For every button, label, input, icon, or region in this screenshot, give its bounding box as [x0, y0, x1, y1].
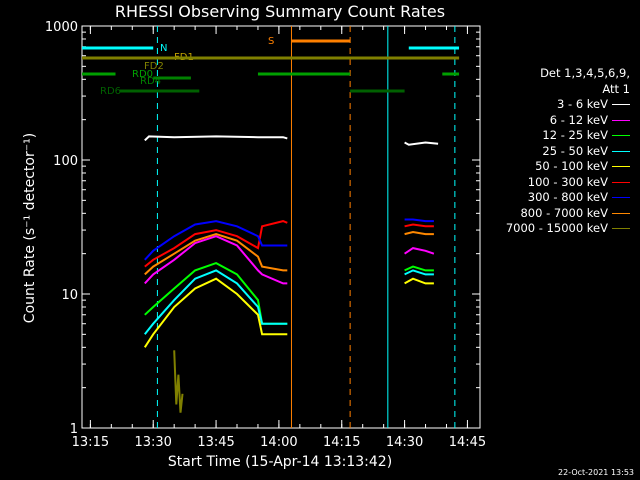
x-tick-label: 14:45: [449, 435, 486, 450]
series-line: [144, 269, 288, 335]
legend-label: 3 - 6 keV: [557, 97, 608, 111]
flag-label-fd2: FD2: [144, 61, 164, 72]
series-line: [404, 277, 434, 285]
legend-swatch: [612, 212, 630, 214]
y-tick-label: 100: [53, 154, 78, 169]
legend-label: 50 - 100 keV: [535, 159, 608, 173]
chart-title: RHESSI Observing Summary Count Rates: [114, 2, 446, 21]
legend-swatch: [612, 135, 630, 137]
legend-item: 7000 - 15000 keV: [478, 221, 630, 237]
series-line: [144, 220, 288, 268]
legend-swatch: [612, 150, 630, 152]
series-line: [144, 220, 288, 261]
legend-swatch: [612, 228, 630, 230]
flag-label-rd6: RD6: [100, 86, 121, 97]
legend-swatch: [612, 181, 630, 183]
x-tick-label: 13:15: [72, 435, 109, 450]
legend-label: 6 - 12 keV: [549, 112, 608, 127]
x-tick-label: 14:30: [386, 435, 423, 450]
y-tick-label: 1: [70, 422, 78, 437]
generation-timestamp: 22-Oct-2021 13:53: [558, 468, 634, 477]
flag-label-rd0: RD0: [132, 69, 153, 80]
legend-item: 12 - 25 keV: [478, 128, 630, 144]
series-line: [404, 223, 434, 228]
flag-label-n: N: [160, 43, 167, 54]
legend-item: 300 - 800 keV: [478, 190, 630, 206]
series-line: [404, 265, 434, 272]
legend-item: 100 - 300 keV: [478, 175, 630, 191]
plot-frame: [81, 25, 481, 429]
legend: Det 1,3,4,5,6,9, Att 1 3 - 6 keV 6 - 12 k…: [478, 66, 630, 237]
series-line: [404, 230, 434, 236]
legend-label: 300 - 800 keV: [527, 190, 608, 204]
legend-label: 12 - 25 keV: [542, 128, 608, 142]
series-line: [143, 277, 288, 348]
series-line: [144, 233, 288, 276]
legend-item: 6 - 12 keV: [478, 113, 630, 129]
y-axis-label: Count Rate (s⁻¹ detector⁻¹): [22, 132, 38, 324]
legend-swatch: [612, 197, 630, 199]
series-line: [173, 350, 184, 413]
series-line: [144, 262, 288, 325]
series-line: [404, 141, 439, 146]
x-tick-label: 13:30: [134, 435, 171, 450]
legend-label: 800 - 7000 keV: [520, 205, 608, 220]
series-line: [144, 235, 288, 285]
x-tick-label: 14:15: [323, 435, 360, 450]
x-axis-label: Start Time (15-Apr-14 13:13:42): [167, 454, 393, 470]
y-tick-label: 10: [61, 288, 78, 303]
flag-label-rd4: RD4: [140, 76, 161, 87]
legend-item: 3 - 6 keV: [478, 97, 630, 113]
legend-item: 25 - 50 keV: [478, 144, 630, 160]
series-line: [404, 218, 434, 223]
legend-item: 800 - 7000 keV: [478, 206, 630, 222]
legend-swatch: [612, 166, 630, 168]
x-tick-label: 14:00: [260, 435, 297, 450]
series-line: [404, 247, 435, 255]
x-tick-label: 13:45: [197, 435, 234, 450]
y-tick-label: 1000: [45, 20, 78, 35]
legend-item: 50 - 100 keV: [478, 159, 630, 175]
legend-header: Det 1,3,4,5,6,9, Att 1: [540, 66, 630, 96]
legend-label: 100 - 300 keV: [527, 174, 608, 189]
legend-swatch: [612, 104, 630, 106]
legend-label: 7000 - 15000 keV: [505, 221, 608, 235]
series-line: [404, 269, 434, 276]
flag-label-s: S: [268, 36, 274, 47]
legend-swatch: [612, 119, 630, 121]
legend-label: 25 - 50 keV: [542, 143, 608, 158]
series-line: [144, 135, 288, 142]
